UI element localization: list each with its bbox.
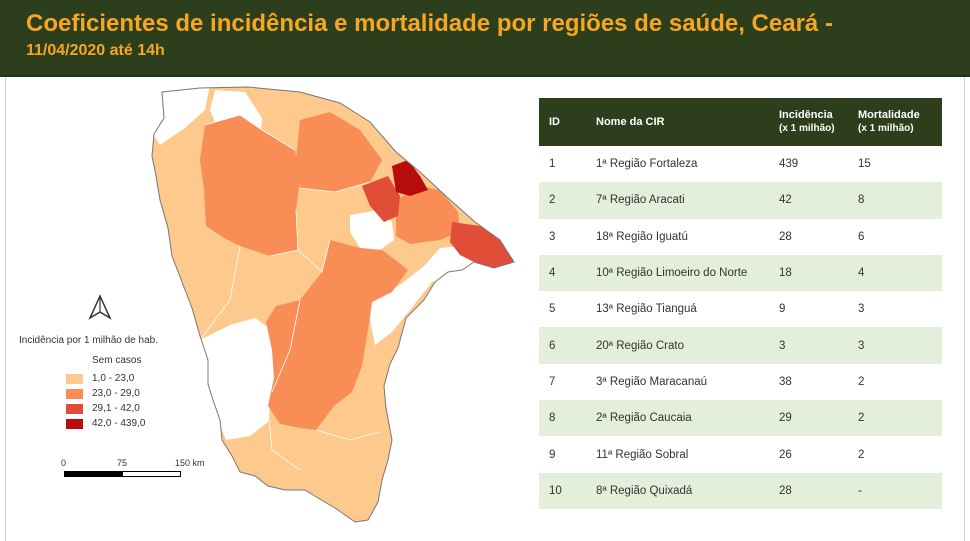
title-bar: Coeficientes de incidência e mortalidade… [0, 0, 970, 77]
scale-label: 150 km [175, 458, 205, 468]
legend-label: 23,0 - 29,0 [92, 388, 140, 399]
cell-name: 7ª Região Aracati [586, 182, 769, 219]
table-header-row: ID Nome da CIR Incidência (x 1 milhão) M… [539, 98, 942, 146]
cell-mortality: 6 [848, 218, 942, 255]
cell-name: 18ª Região Iguatú [586, 218, 769, 255]
table-row: 7 3ª Região Maracanaú 38 2 [539, 363, 942, 401]
cell-incidence: 28 [769, 472, 848, 509]
cell-incidence: 9 [769, 291, 848, 328]
table-row: 10 8ª Região Quixadá 28 - [539, 472, 942, 509]
region-class3-maracanau [362, 176, 400, 222]
cell-incidence: 26 [769, 436, 848, 473]
cell-id: 5 [539, 291, 586, 328]
page-subtitle: 11/04/2020 até 14h [26, 42, 165, 59]
cell-id: 7 [539, 363, 586, 401]
mortality-header-line2: (x 1 milhão) [858, 123, 914, 134]
cell-id: 8 [539, 400, 586, 437]
legend-label: 1,0 - 23,0 [92, 373, 135, 384]
cell-incidence: 29 [769, 400, 848, 437]
cell-mortality: 2 [848, 400, 942, 437]
cir-data-table: ID Nome da CIR Incidência (x 1 milhão) M… [539, 98, 942, 509]
cell-mortality: 3 [848, 291, 942, 328]
cell-name: 11ª Região Sobral [586, 436, 769, 473]
cell-id: 3 [539, 218, 586, 255]
cell-id: 6 [539, 327, 586, 364]
cell-incidence: 42 [769, 182, 848, 219]
cell-id: 10 [539, 472, 586, 509]
incidence-header-line2: (x 1 milhão) [779, 123, 835, 134]
cell-mortality: 4 [848, 254, 942, 292]
cell-id: 1 [539, 146, 586, 183]
cell-id: 9 [539, 436, 586, 473]
cell-name: 3ª Região Maracanaú [586, 363, 769, 401]
cell-mortality: - [848, 472, 942, 509]
legend-swatch [66, 404, 83, 414]
cell-mortality: 15 [848, 146, 942, 183]
cell-name: 10ª Região Limoeiro do Norte [586, 254, 769, 292]
region-no-cases-nw [152, 87, 210, 145]
legend-swatch [66, 419, 83, 429]
table-row: 4 10ª Região Limoeiro do Norte 18 4 [539, 254, 942, 292]
legend-title: Incidência por 1 milhão de hab. [19, 335, 158, 346]
cell-mortality: 8 [848, 182, 942, 219]
mortality-header-line1: Mortalidade [858, 109, 920, 121]
cell-name: 13ª Região Tianguá [586, 291, 769, 328]
cell-incidence: 28 [769, 218, 848, 255]
cell-mortality: 2 [848, 436, 942, 473]
column-header-mortality: Mortalidade (x 1 milhão) [848, 98, 942, 146]
content-frame [5, 77, 965, 541]
ceara-choropleth-map [151, 86, 515, 523]
cell-incidence: 38 [769, 363, 848, 401]
table-row: 6 20ª Região Crato 3 3 [539, 327, 942, 364]
table-row: 1 1ª Região Fortaleza 439 15 [539, 146, 942, 183]
scale-bar [64, 471, 181, 477]
scale-label: 75 [117, 458, 128, 468]
cell-name: 8ª Região Quixadá [586, 472, 769, 509]
cell-incidence: 439 [769, 146, 848, 183]
region-class2-east [396, 186, 460, 244]
cell-name: 2ª Região Caucaia [586, 400, 769, 437]
region-no-cases-sw [200, 318, 278, 440]
region-class3-aracati [450, 222, 514, 268]
scale-label: 0 [61, 458, 67, 468]
table-row: 9 11ª Região Sobral 26 2 [539, 436, 942, 473]
region-class2-north [296, 112, 382, 192]
table-row: 5 13ª Região Tianguá 9 3 [539, 291, 942, 328]
cell-id: 2 [539, 182, 586, 219]
legend-swatch [66, 374, 83, 384]
region-class4-fortaleza [392, 160, 428, 196]
cell-mortality: 3 [848, 327, 942, 364]
column-header-incidence: Incidência (x 1 milhão) [769, 98, 848, 146]
cell-incidence: 3 [769, 327, 848, 364]
region-class2-northwest [200, 115, 300, 256]
legend-no-cases: Sem casos [92, 355, 142, 366]
column-header-name: Nome da CIR [586, 98, 769, 146]
cell-incidence: 18 [769, 254, 848, 292]
region-boundaries [199, 114, 381, 471]
cell-id: 4 [539, 254, 586, 292]
legend-label: 42,0 - 439,0 [92, 418, 146, 429]
legend-swatch [66, 389, 83, 399]
column-header-id: ID [539, 98, 586, 146]
table-row: 2 7ª Região Aracati 42 8 [539, 182, 942, 219]
cell-name: 1ª Região Fortaleza [586, 146, 769, 183]
cell-name: 20ª Região Crato [586, 327, 769, 364]
north-arrow-icon [88, 294, 112, 320]
legend-label: 29,1 - 42,0 [92, 403, 140, 414]
incidence-header-line1: Incidência [779, 109, 833, 121]
table-row: 3 18ª Região Iguatú 28 6 [539, 218, 942, 255]
region-class2-central [266, 240, 408, 430]
table-row: 8 2ª Região Caucaia 29 2 [539, 400, 942, 437]
state-outline [151, 86, 515, 523]
cell-mortality: 2 [848, 363, 942, 401]
page-title: Coeficientes de incidência e mortalidade… [26, 10, 833, 37]
